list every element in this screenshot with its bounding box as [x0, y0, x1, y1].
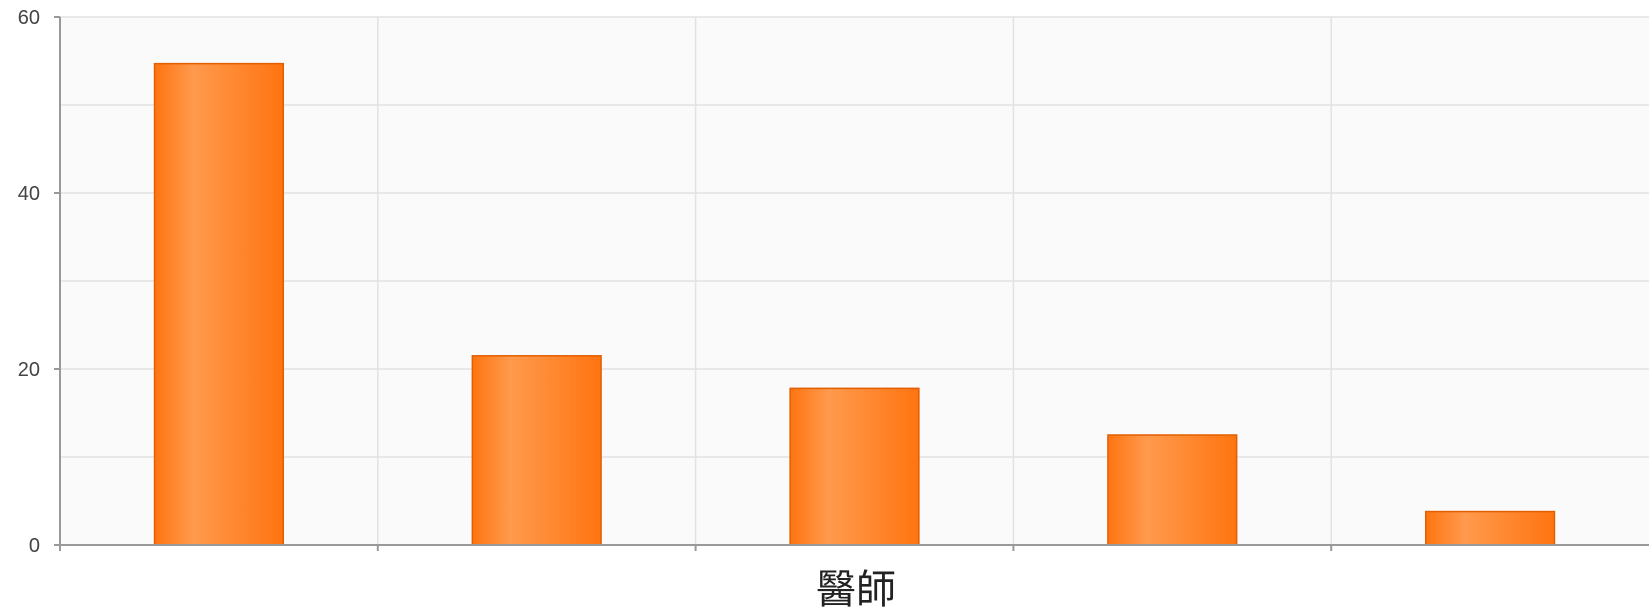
x-axis-title-box — [136, 563, 1576, 613]
bar-1 — [153, 62, 285, 546]
bar-5 — [1424, 510, 1556, 546]
y-tick-label: 20 — [18, 359, 40, 381]
bar-3 — [789, 387, 920, 546]
y-tick-labels: 0 20 40 60 — [18, 7, 40, 557]
grid-lines — [60, 16, 1649, 545]
y-tick-label: 0 — [29, 535, 40, 557]
bars — [153, 62, 1556, 546]
bar-2 — [471, 355, 602, 546]
axes — [54, 16, 1649, 551]
bar-4 — [1107, 434, 1238, 546]
y-tick-label: 60 — [18, 7, 40, 29]
x-axis-title: 醫師 — [816, 567, 896, 613]
y-tick-label: 40 — [18, 183, 40, 205]
